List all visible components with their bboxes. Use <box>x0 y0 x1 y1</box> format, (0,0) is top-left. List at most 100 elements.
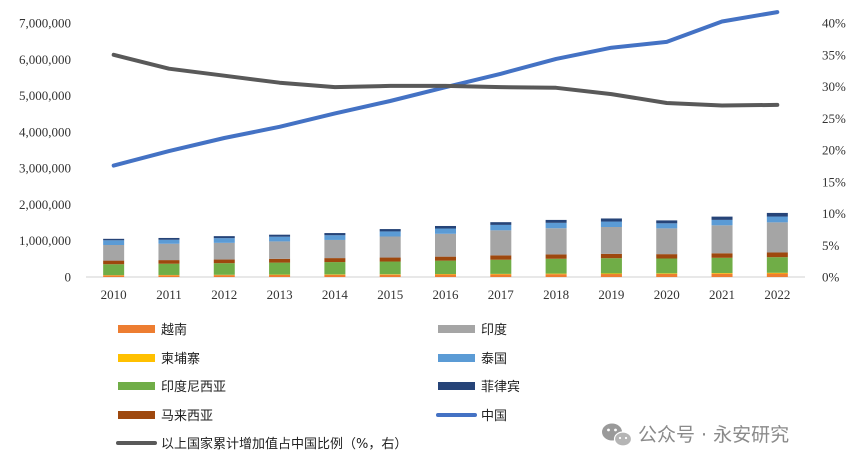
x-tick-label: 2011 <box>156 287 182 302</box>
bar-segment-2 <box>766 257 788 273</box>
bar-segment-5 <box>269 236 291 242</box>
legend-label: 中国 <box>481 409 507 424</box>
legend-marker-swatch <box>118 382 155 390</box>
bar-segment-2 <box>600 258 622 274</box>
bar-segment-0 <box>600 274 622 277</box>
legend-label: 柬埔寨 <box>161 351 200 367</box>
bar-segment-5 <box>490 224 512 231</box>
bar-segment-1 <box>766 272 788 274</box>
watermark-text: 公众号 · 永安研究 <box>638 424 789 446</box>
bar-segment-6 <box>435 225 456 229</box>
y-right-tick-label: 40% <box>822 16 846 31</box>
x-tick-label: 2021 <box>709 287 735 302</box>
bar-segment-1 <box>656 273 678 274</box>
wechat-icon <box>602 423 633 447</box>
x-tick-label: 2020 <box>654 287 680 302</box>
bar-segment-5 <box>656 223 678 229</box>
bar-segment-6 <box>656 220 678 224</box>
bar-segment-4 <box>600 226 622 254</box>
bar-segment-0 <box>435 274 456 277</box>
bar-segment-2 <box>103 264 125 276</box>
bar-segment-4 <box>545 228 567 255</box>
legend-label: 泰国 <box>481 352 507 367</box>
bar-segment-2 <box>490 259 512 274</box>
bar-segment-0 <box>103 275 125 277</box>
bar-segment-3 <box>711 253 733 258</box>
bar-segment-5 <box>103 240 125 245</box>
legend-marker-swatch <box>438 382 475 390</box>
bar-segment-6 <box>158 237 180 240</box>
bar-segment-5 <box>766 216 788 223</box>
y-right-tick-label: 0% <box>822 270 840 285</box>
bar-segment-0 <box>269 274 291 277</box>
bar-segment-2 <box>435 260 456 275</box>
x-tick-label: 2014 <box>322 287 349 302</box>
bar-segment-6 <box>545 219 567 223</box>
bar-segment-4 <box>269 241 291 259</box>
legend-marker-swatch <box>118 411 155 419</box>
watermark: 公众号 · 永安研究 <box>602 423 789 447</box>
bar-segment-4 <box>711 225 733 254</box>
legend-marker-swatch <box>118 325 155 333</box>
bar-segment-5 <box>324 235 346 240</box>
x-tick-label: 2022 <box>764 287 790 302</box>
bar-segment-3 <box>545 254 567 259</box>
y-right-tick-label: 15% <box>822 174 846 189</box>
bar-segment-6 <box>711 216 733 220</box>
bar-segment-6 <box>600 218 622 222</box>
y-right-tick-label: 5% <box>822 238 840 253</box>
bar-segment-0 <box>656 273 678 277</box>
y-right-tick-label: 25% <box>822 111 846 126</box>
bar-segment-5 <box>711 219 733 226</box>
bar-segment-3 <box>213 259 235 264</box>
bar-segment-5 <box>213 238 235 243</box>
bar-segment-4 <box>766 222 788 253</box>
bar-segment-5 <box>545 222 567 229</box>
legend-marker-swatch <box>438 325 475 333</box>
bar-segment-4 <box>324 239 346 259</box>
legend-label: 以上国家累计增加值占中国比例（%，右） <box>161 436 407 452</box>
x-tick-label: 2015 <box>377 287 403 302</box>
y-right-tick-label: 10% <box>822 206 846 221</box>
bar-segment-2 <box>158 263 180 275</box>
x-tick-label: 2013 <box>267 287 293 302</box>
bar-segment-3 <box>379 257 401 262</box>
y-left-tick-label: 7,000,000 <box>19 16 71 31</box>
x-tick-label: 2018 <box>543 287 569 302</box>
bar-segment-1 <box>600 273 622 275</box>
legend-label: 马来西亚 <box>161 409 213 424</box>
bar-segment-6 <box>269 234 291 237</box>
bar-segment-0 <box>324 274 346 277</box>
legend-label: 越南 <box>161 322 187 338</box>
bar-segment-6 <box>213 236 235 239</box>
bar-segment-0 <box>766 273 788 277</box>
bar-segment-0 <box>711 273 733 277</box>
bar-segment-0 <box>213 275 235 277</box>
bar-segment-5 <box>158 239 180 244</box>
bar-segment-0 <box>379 274 401 277</box>
bar-segment-4 <box>656 228 678 255</box>
bar-segment-1 <box>545 273 567 275</box>
bar-segment-4 <box>379 236 401 258</box>
bar-segment-3 <box>600 253 622 259</box>
stacked-bars <box>103 212 788 277</box>
y-left-tick-label: 6,000,000 <box>19 52 71 67</box>
bar-segment-4 <box>435 233 456 257</box>
x-tick-label: 2019 <box>598 287 624 302</box>
bar-segment-3 <box>103 260 125 265</box>
bar-segment-2 <box>545 258 567 274</box>
bar-segment-3 <box>656 254 678 259</box>
y-right-tick-label: 35% <box>822 47 846 62</box>
y-left-tick-label: 5,000,000 <box>19 88 71 103</box>
bar-segment-0 <box>158 275 180 277</box>
y-right-tick-label: 30% <box>822 79 846 94</box>
bar-segment-4 <box>158 243 180 261</box>
y-left-tick-label: 2,000,000 <box>19 197 71 212</box>
bar-segment-3 <box>766 252 788 258</box>
bar-segment-5 <box>379 231 401 237</box>
bar-segment-4 <box>103 244 125 261</box>
bar-segment-4 <box>213 242 235 260</box>
line-series <box>111 10 780 168</box>
